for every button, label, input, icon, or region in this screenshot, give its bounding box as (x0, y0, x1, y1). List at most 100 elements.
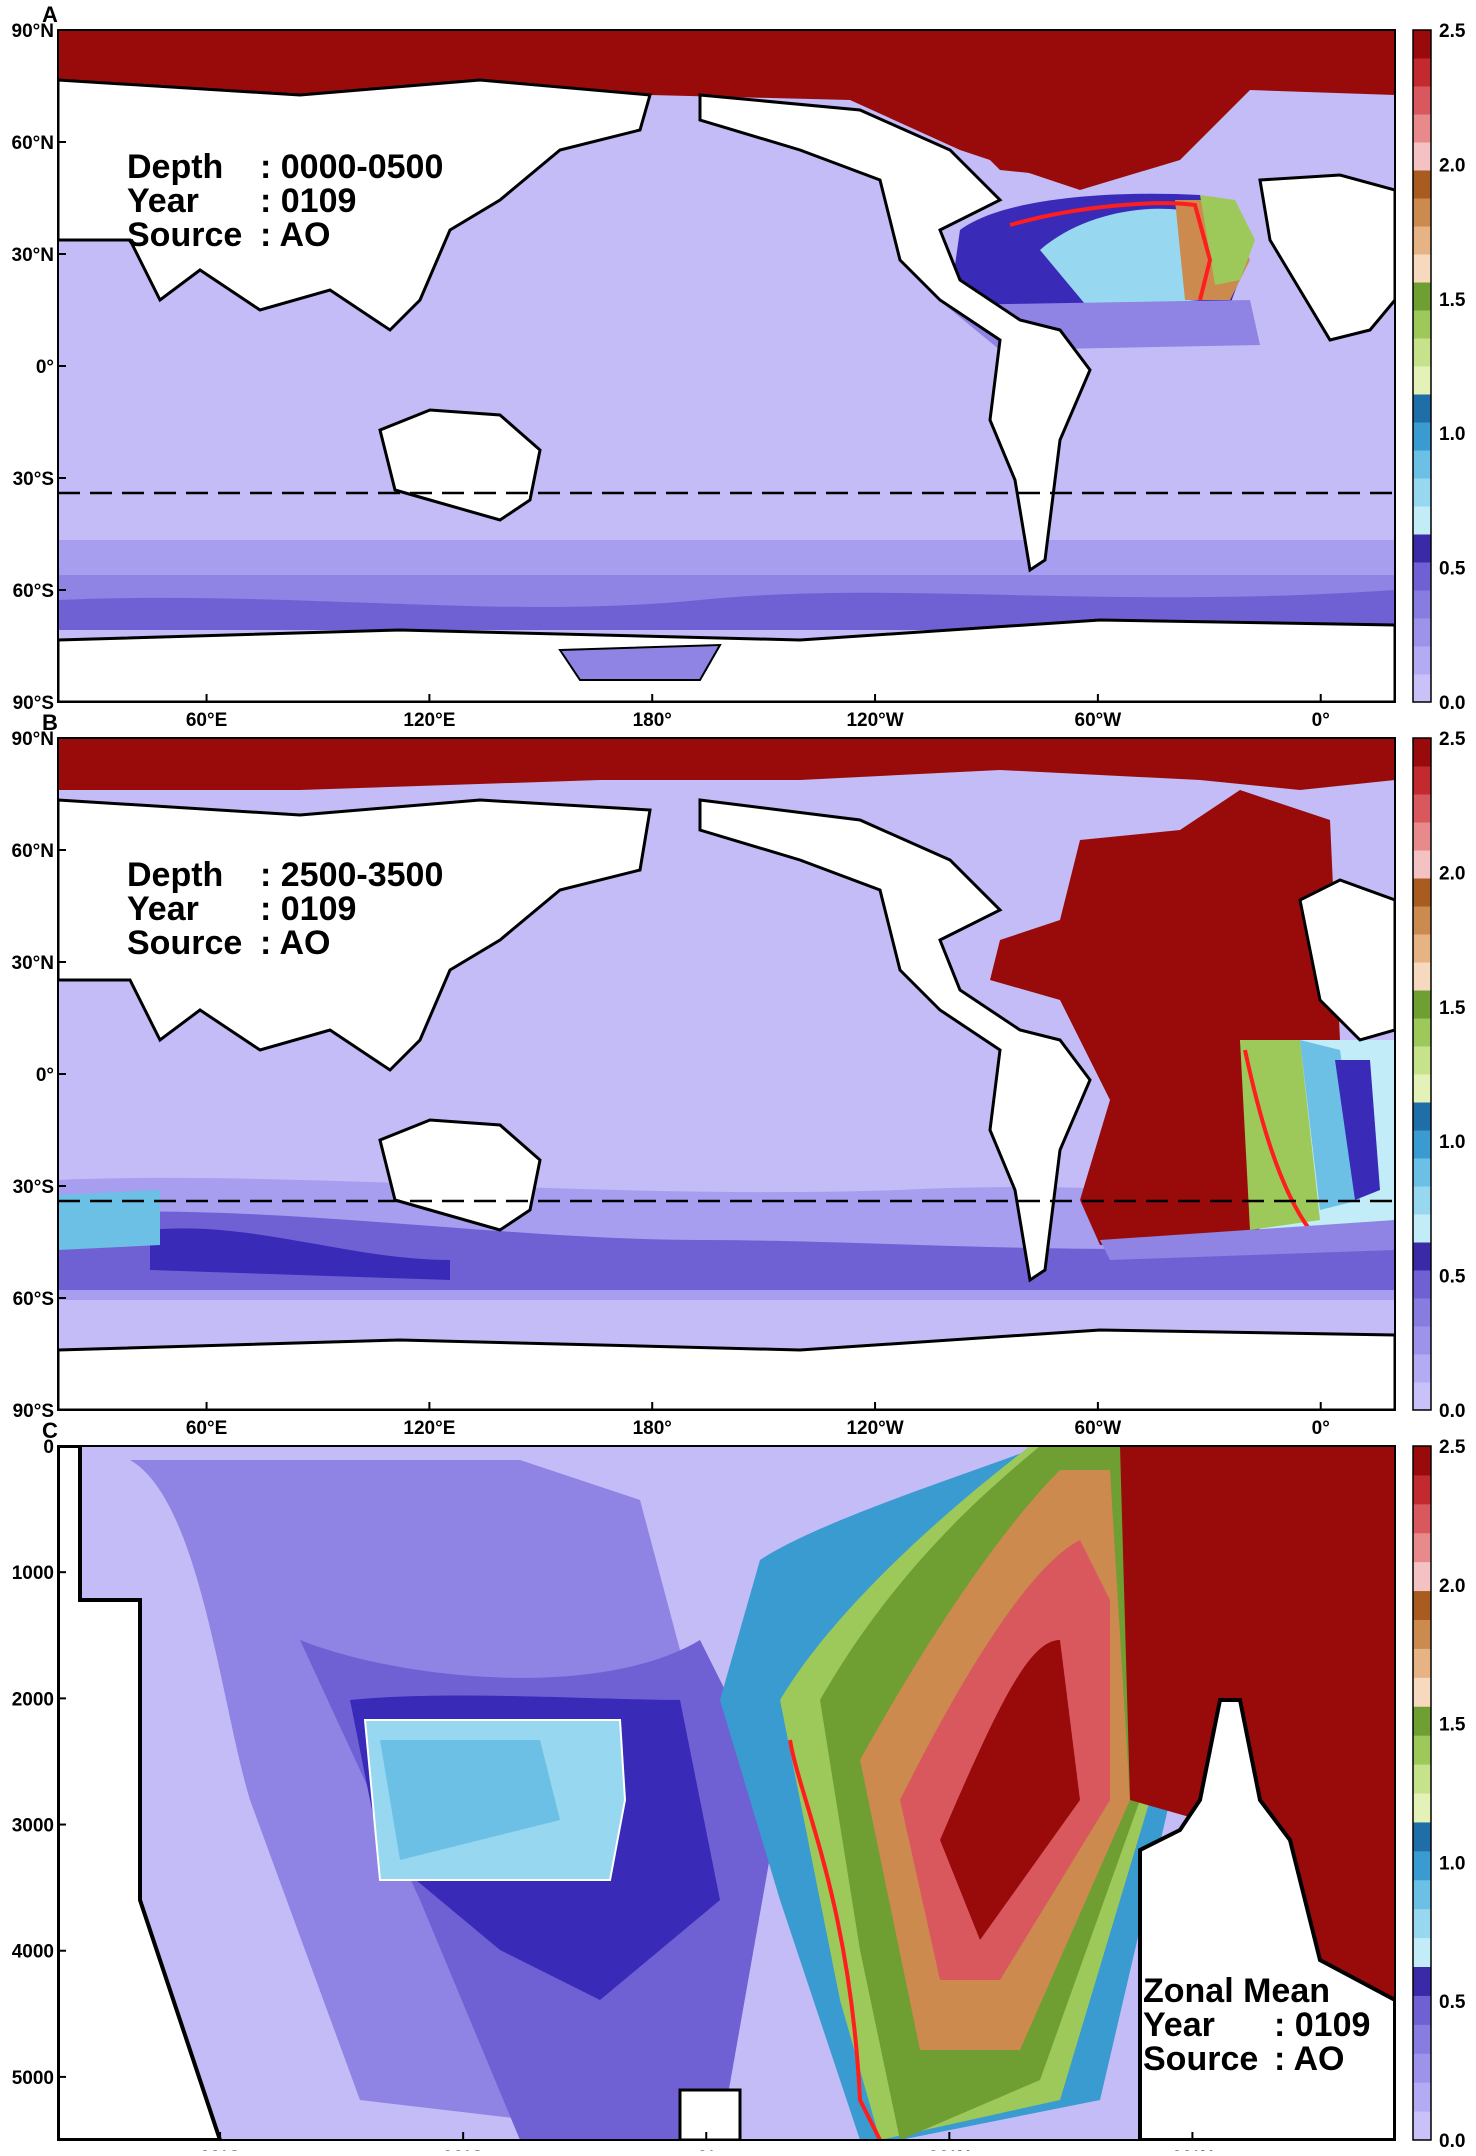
colorbar-segment (1413, 282, 1431, 311)
y-tick-label: 90°S (13, 1401, 54, 1422)
colorbar-segment (1413, 1590, 1431, 1620)
colorbar-segment (1413, 1908, 1431, 1939)
colorbar-segment (1413, 170, 1431, 199)
y-tick-label: 0° (36, 357, 54, 378)
panel-a-info-label-1: Year (127, 182, 199, 220)
colorbar-segment (1413, 1503, 1431, 1534)
panel-b-label: B (42, 710, 58, 735)
panel-b: B Depth : 2500-3 (12, 710, 1466, 1439)
colorbar-segment (1413, 58, 1431, 87)
colorbar-tick-label: 0.5 (1439, 1267, 1466, 1288)
panel-b-info-label-2: Source (127, 924, 242, 962)
y-tick-label: 3000 (12, 1816, 54, 1837)
colorbar-tick-label: 0.5 (1439, 559, 1466, 580)
y-tick-label: 1000 (12, 1563, 54, 1584)
y-tick-label: 30°N (12, 953, 54, 974)
x-tick-label: 0° (1312, 710, 1330, 731)
colorbar-frame (1412, 737, 1432, 1411)
colorbar-segment (1413, 478, 1431, 507)
colorbar-segment (1413, 1018, 1431, 1047)
colorbar-tick-label: 0.0 (1439, 2131, 1465, 2151)
colorbar-segment (1413, 1821, 1431, 1852)
colorbar-segment (1413, 2053, 1431, 2083)
colorbar-segment (1413, 2111, 1431, 2141)
y-tick-label: 0° (36, 1065, 54, 1086)
colorbar-segment (1413, 850, 1431, 879)
panel-a-info-value-0: : 0000-0500 (260, 148, 443, 186)
colorbar-tick-label: 2.5 (1439, 729, 1466, 750)
panel-c-info-label-1: Year (1143, 2006, 1215, 2044)
colorbar-segment (1413, 1677, 1431, 1707)
colorbar-segment (1413, 1446, 1431, 1476)
panel-c-info-value-1: : 0109 (1274, 2006, 1370, 2044)
colorbar-segment (1413, 226, 1431, 255)
colorbar-segment (1413, 1966, 1431, 1996)
colorbar-tick-label: 1.0 (1439, 424, 1465, 445)
panel-c-section (58, 1446, 1395, 2140)
x-tick-label: 120°W (846, 710, 903, 731)
colorbar-segment (1413, 618, 1431, 647)
panel-c-info-label-0: Zonal Mean (1143, 1972, 1330, 2010)
colorbar-segment (1413, 254, 1431, 283)
y-tick-label: 60°S (13, 1289, 54, 1310)
colorbar-segment (1413, 142, 1431, 171)
panel-a-info-label-0: Depth (127, 148, 223, 186)
panel-c-label: C (42, 1418, 58, 1443)
colorbar-tick-label: 1.5 (1439, 998, 1466, 1019)
y-tick-label: 90°N (12, 21, 54, 42)
y-tick-label: 5000 (12, 2068, 54, 2089)
colorbar-segment (1413, 534, 1431, 563)
colorbar-segment (1413, 2082, 1431, 2112)
x-tick-label: 60°E (186, 710, 227, 731)
x-tick-label: 180° (633, 1418, 672, 1439)
panel-a-info-label-2: Source (127, 216, 242, 254)
colorbar-segment (1413, 1706, 1431, 1736)
panel-b-colorbar: 0.0 0.5 1.0 1.5 2.0 2.5 (1412, 729, 1466, 1422)
y-tick-label: 90°S (13, 693, 54, 714)
colorbar-tick-label: 2.0 (1439, 1576, 1465, 1597)
colorbar-segment (1413, 1532, 1431, 1563)
colorbar-segment (1413, 934, 1431, 963)
panel-b-axes: 60°E 120°E 180° 120°W 60°W 0° 90°N 60°N 30°N 0° 30… (12, 729, 1330, 1439)
colorbar-frame (1412, 1445, 1432, 2141)
colorbar-segment (1413, 450, 1431, 479)
y-tick-label: 0 (43, 1437, 54, 1458)
colorbar-tick-label: 1.5 (1439, 290, 1466, 311)
panel-c-info-value-2: : AO (1274, 2040, 1345, 2078)
colorbar-segment (1413, 86, 1431, 115)
y-tick-label: 30°S (13, 469, 54, 490)
colorbar-segment (1413, 1735, 1431, 1765)
panel-b-info-label-0: Depth (127, 856, 223, 894)
colorbar-segment (1413, 1130, 1431, 1159)
panel-b-map (58, 738, 1395, 1410)
x-tick-label: 120°E (403, 710, 455, 731)
y-tick-label: 30°N (12, 245, 54, 266)
panel-a-label: A (42, 2, 58, 27)
colorbar-segment (1413, 366, 1431, 395)
colorbar-segment (1413, 2024, 1431, 2054)
colorbar-tick-label: 1.5 (1439, 1715, 1466, 1736)
x-tick-label: 60°W (1075, 710, 1122, 731)
colorbar-segment (1413, 1764, 1431, 1794)
colorbar-segment (1413, 1298, 1431, 1327)
colorbar-segment (1413, 1561, 1431, 1592)
x-tick-label: 120°W (846, 1418, 903, 1439)
colorbar-segment (1413, 1793, 1431, 1823)
panel-c-info-label-2: Source (1143, 2040, 1258, 2078)
panel-c: C Zonal Mean Year : 0109 Source (12, 1418, 1466, 2156)
panel-a-map (58, 30, 1395, 702)
colorbar-segment (1413, 506, 1431, 535)
colorbar-segment (1413, 1354, 1431, 1383)
colorbar-tick-label: 1.0 (1439, 1132, 1465, 1153)
colorbar-segment (1413, 310, 1431, 339)
colorbar-segment (1413, 114, 1431, 143)
colorbar-segment (1413, 1850, 1431, 1881)
colorbar-segment (1413, 766, 1431, 795)
panel-a-info-value-1: : 0109 (260, 182, 356, 220)
panel-b-info-value-0: : 2500-3500 (260, 856, 443, 894)
colorbar-segment (1413, 1879, 1431, 1910)
colorbar-frame (1412, 29, 1432, 703)
colorbar-segment (1413, 990, 1431, 1019)
colorbar-segment (1413, 394, 1431, 423)
